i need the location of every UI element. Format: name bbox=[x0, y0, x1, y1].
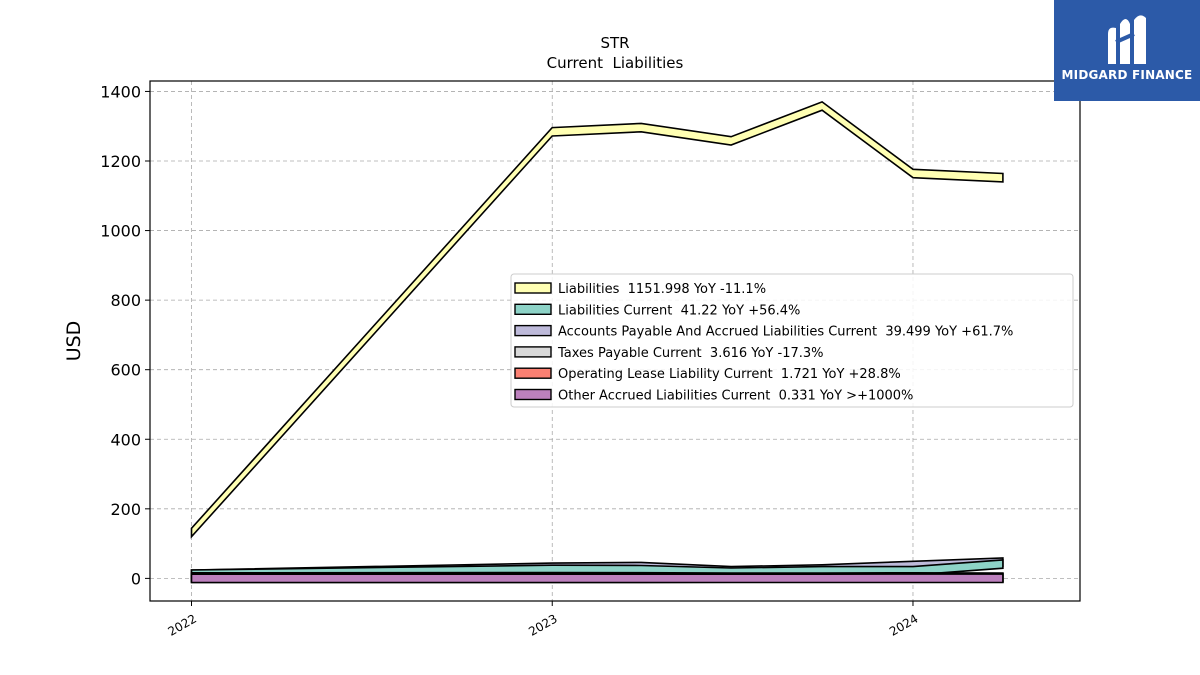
y-tick-label: 600 bbox=[110, 361, 141, 380]
series-bands bbox=[190, 100, 1004, 584]
y-tick-label: 200 bbox=[110, 500, 141, 519]
x-axis: 2022 2023 2024 bbox=[166, 601, 920, 639]
chart-title: STR bbox=[600, 34, 629, 52]
legend-label: Liabilities Current 41.22 YoY +56.4% bbox=[558, 303, 800, 318]
x-tick-label: 2024 bbox=[887, 611, 920, 638]
y-tick-label: 1200 bbox=[100, 152, 141, 171]
series-band-0 bbox=[190, 100, 1004, 539]
y-tick-label: 0 bbox=[131, 569, 141, 588]
legend-label: Other Accrued Liabilities Current 0.331 … bbox=[558, 389, 913, 404]
legend-swatch bbox=[514, 367, 552, 379]
legend-swatch bbox=[514, 346, 552, 358]
legend-label: Operating Lease Liability Current 1.721 … bbox=[558, 367, 901, 382]
y-tick-label: 800 bbox=[110, 291, 141, 310]
y-tick-label: 1400 bbox=[100, 82, 141, 101]
brand-logo: MIDGARD FINANCE bbox=[1054, 0, 1200, 101]
brand-name: MIDGARD FINANCE bbox=[1061, 68, 1193, 82]
legend-label: Liabilities 1151.998 YoY -11.1% bbox=[558, 282, 766, 297]
legend-swatch bbox=[514, 282, 552, 294]
legend-swatch bbox=[514, 303, 552, 315]
y-axis: 0 200 400 600 800 1000 1200 1400 bbox=[100, 82, 150, 588]
legend-box bbox=[510, 273, 1074, 408]
chart-subtitle: Current Liabilities bbox=[547, 54, 684, 72]
legend-label: Taxes Payable Current 3.616 YoY -17.3% bbox=[557, 346, 824, 361]
y-axis-label: USD bbox=[63, 321, 85, 362]
x-tick-label: 2022 bbox=[166, 611, 199, 638]
y-tick-label: 1000 bbox=[100, 222, 141, 241]
x-tick-label: 2023 bbox=[526, 611, 559, 638]
legend: Liabilities 1151.998 YoY -11.1% Liabiliti… bbox=[510, 273, 1074, 408]
legend-label: Accounts Payable And Accrued Liabilities… bbox=[558, 325, 1013, 340]
plot-frame bbox=[149, 80, 1081, 602]
series-band-5 bbox=[190, 573, 1004, 584]
y-tick-label: 400 bbox=[110, 430, 141, 449]
legend-swatch bbox=[514, 388, 552, 401]
legend-swatch bbox=[514, 324, 552, 337]
midgard-logo-icon bbox=[1108, 15, 1146, 65]
